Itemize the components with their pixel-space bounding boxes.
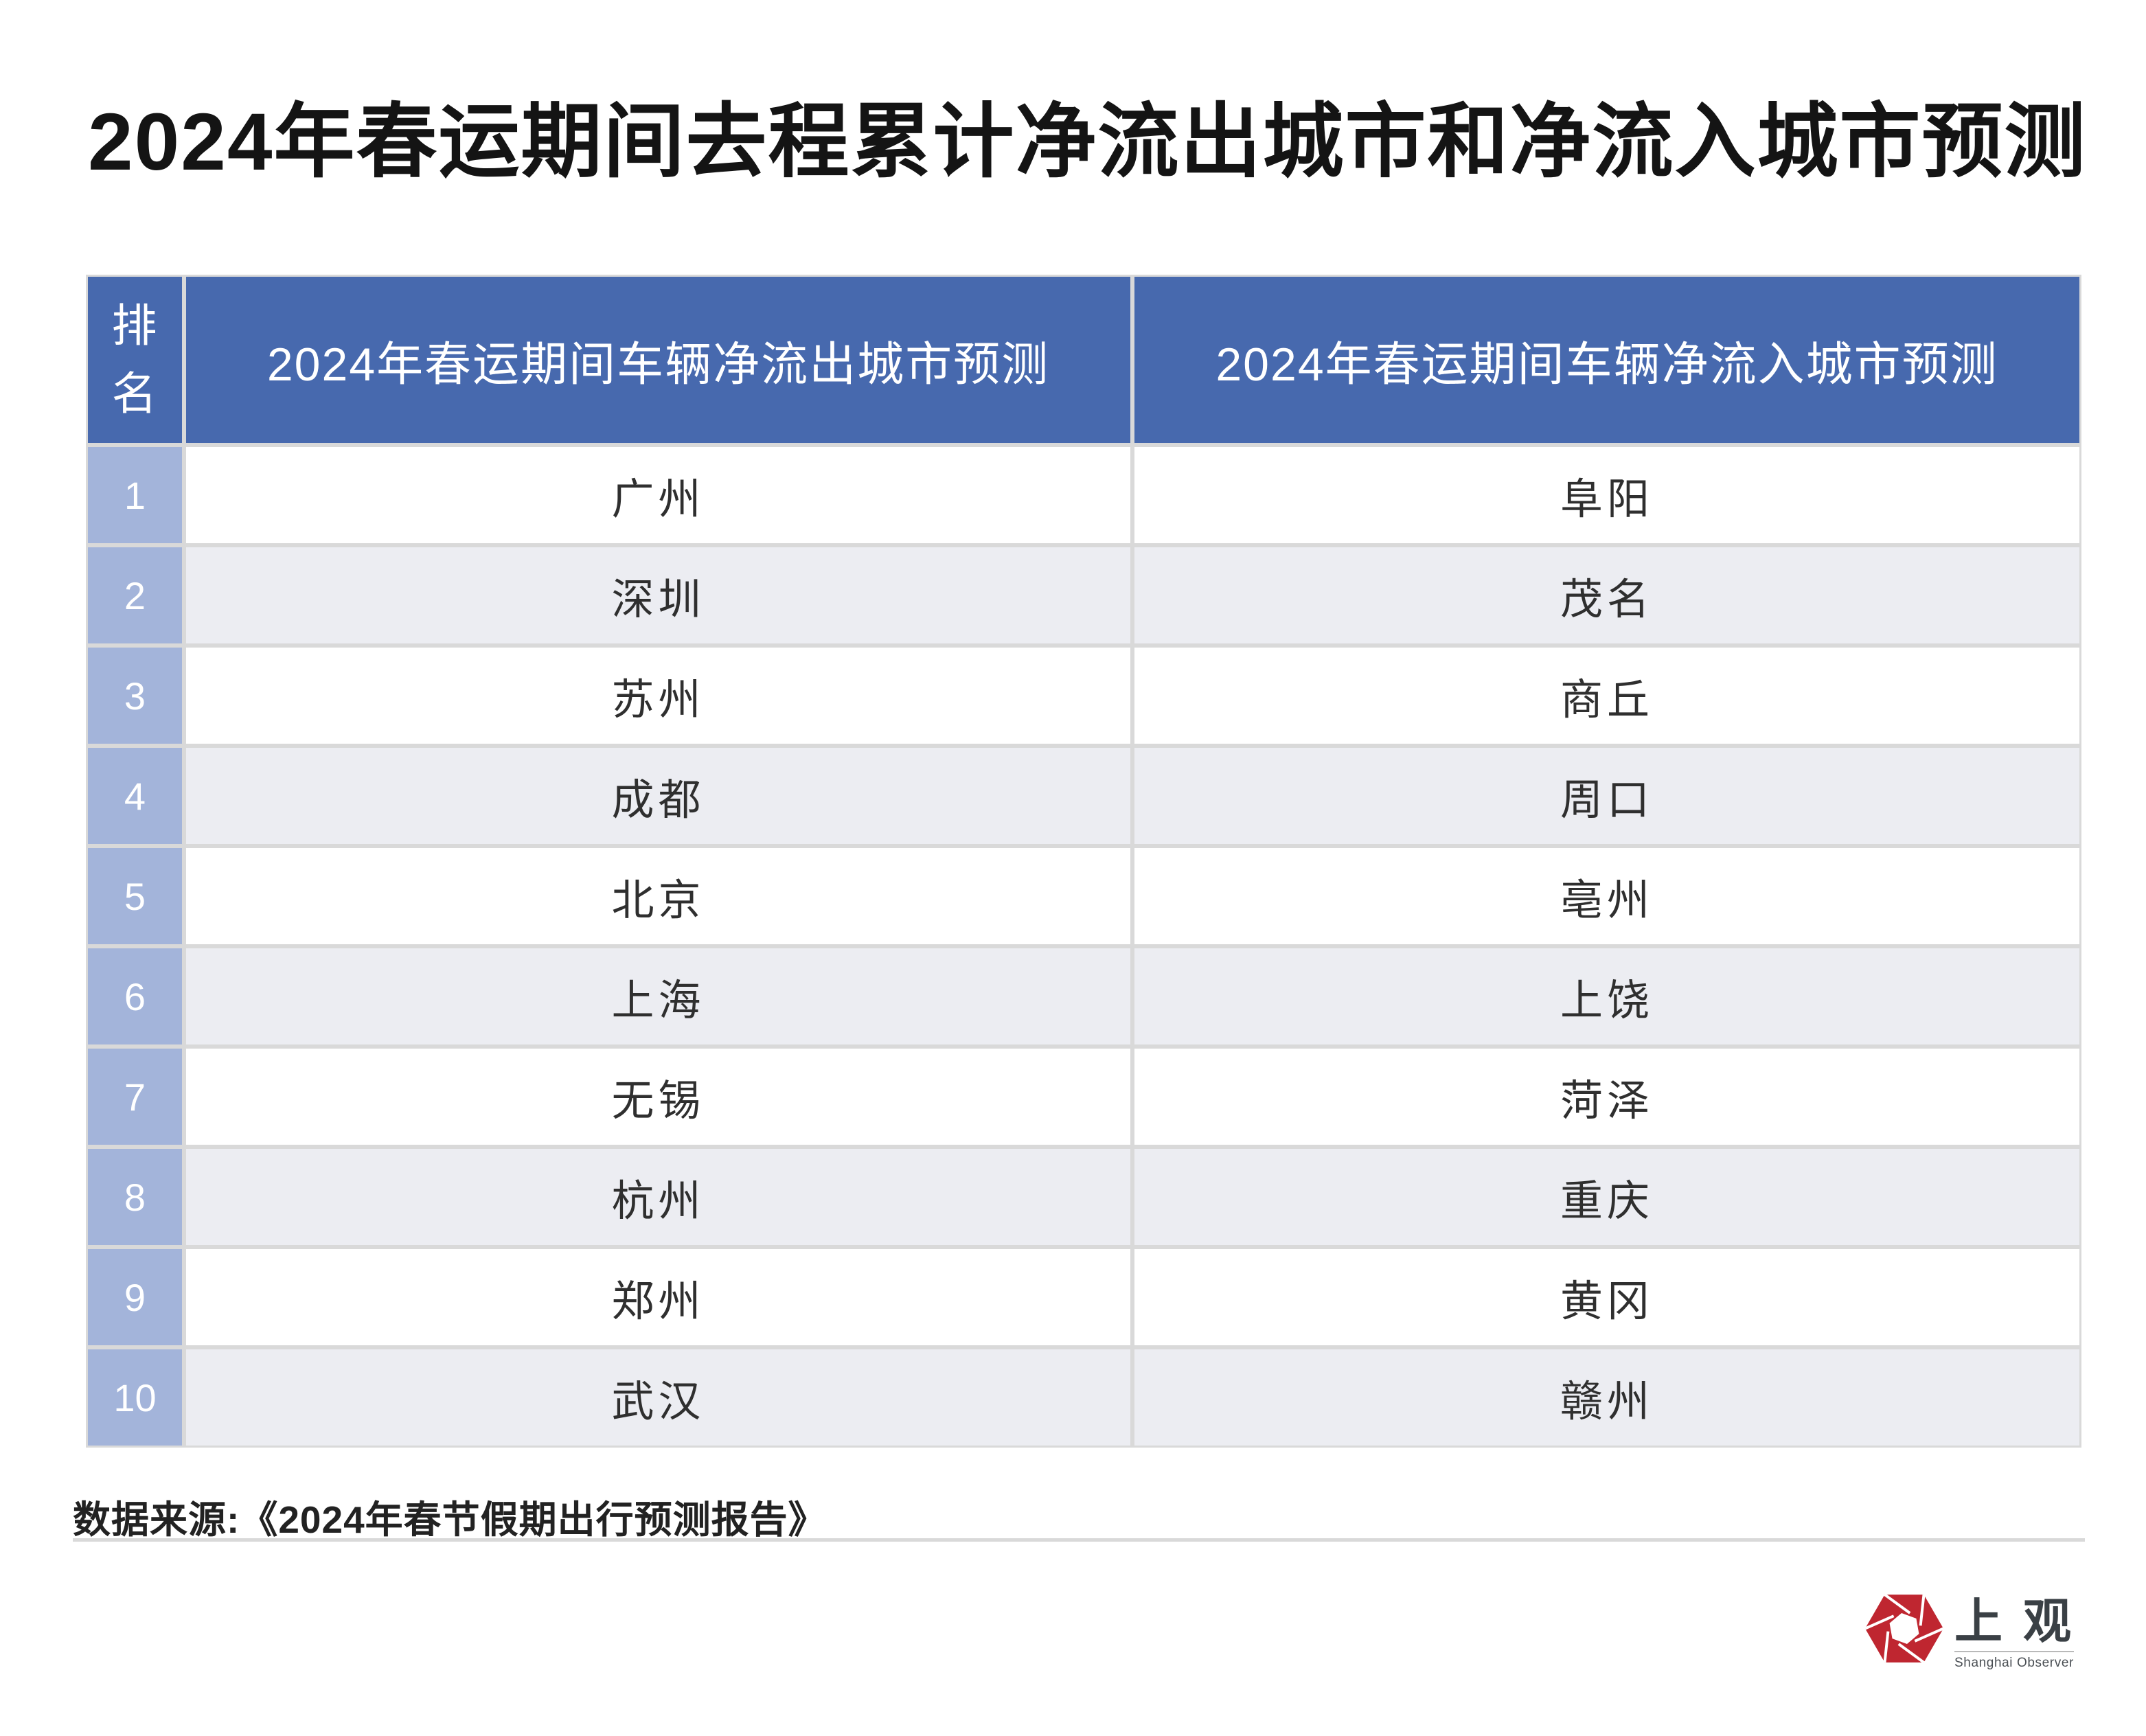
table-header-row: 排名 2024年春运期间车辆净流出城市预测 2024年春运期间车辆净流入城市预测 bbox=[86, 275, 2081, 445]
inflow-city-cell: 赣州 bbox=[1132, 1347, 2081, 1448]
inflow-column-header: 2024年春运期间车辆净流入城市预测 bbox=[1132, 275, 2081, 445]
outflow-city-cell: 郑州 bbox=[184, 1247, 1132, 1347]
table-row: 5 北京 亳州 bbox=[86, 846, 2081, 946]
table-row: 6 上海 上饶 bbox=[86, 946, 2081, 1047]
outflow-city-cell: 北京 bbox=[184, 846, 1132, 946]
footer-divider bbox=[73, 1538, 2085, 1542]
inflow-city-cell: 菏泽 bbox=[1132, 1047, 2081, 1147]
inflow-city-cell: 阜阳 bbox=[1132, 445, 2081, 545]
outflow-city-cell: 无锡 bbox=[184, 1047, 1132, 1147]
logo-name: 上观 bbox=[1954, 1595, 2092, 1648]
rank-cell: 9 bbox=[86, 1247, 184, 1347]
outflow-city-cell: 武汉 bbox=[184, 1347, 1132, 1448]
outflow-city-cell: 上海 bbox=[184, 946, 1132, 1047]
aperture-hexagon-icon bbox=[1865, 1595, 1943, 1663]
outflow-column-header: 2024年春运期间车辆净流出城市预测 bbox=[184, 275, 1132, 445]
rank-cell: 7 bbox=[86, 1047, 184, 1147]
outflow-city-cell: 杭州 bbox=[184, 1147, 1132, 1247]
rank-cell: 2 bbox=[86, 545, 184, 646]
table-row: 4 成都 周口 bbox=[86, 746, 2081, 846]
rank-cell: 10 bbox=[86, 1347, 184, 1448]
inflow-city-cell: 商丘 bbox=[1132, 646, 2081, 746]
rank-cell: 3 bbox=[86, 646, 184, 746]
inflow-city-cell: 周口 bbox=[1132, 746, 2081, 846]
table-row: 7 无锡 菏泽 bbox=[86, 1047, 2081, 1147]
table-row: 9 郑州 黄冈 bbox=[86, 1247, 2081, 1347]
outflow-city-cell: 成都 bbox=[184, 746, 1132, 846]
rank-cell: 4 bbox=[86, 746, 184, 846]
rank-cell: 1 bbox=[86, 445, 184, 545]
inflow-city-cell: 亳州 bbox=[1132, 846, 2081, 946]
table-row: 1 广州 阜阳 bbox=[86, 445, 2081, 545]
outflow-city-cell: 深圳 bbox=[184, 545, 1132, 646]
logo-text-block: 上观 Shanghai Observer bbox=[1954, 1595, 2092, 1671]
inflow-city-cell: 上饶 bbox=[1132, 946, 2081, 1047]
inflow-city-cell: 茂名 bbox=[1132, 545, 2081, 646]
page-title: 2024年春运期间去程累计净流出城市和净流入城市预测 bbox=[88, 97, 2087, 187]
rank-cell: 6 bbox=[86, 946, 184, 1047]
table-row: 2 深圳 茂名 bbox=[86, 545, 2081, 646]
table-row: 10 武汉 赣州 bbox=[86, 1347, 2081, 1448]
inflow-city-cell: 黄冈 bbox=[1132, 1247, 2081, 1347]
rank-cell: 5 bbox=[86, 846, 184, 946]
city-flow-ranking-table: 排名 2024年春运期间车辆净流出城市预测 2024年春运期间车辆净流入城市预测… bbox=[86, 275, 2081, 1448]
table-row: 3 苏州 商丘 bbox=[86, 646, 2081, 746]
rank-cell: 8 bbox=[86, 1147, 184, 1247]
logo-subtitle: Shanghai Observer bbox=[1954, 1656, 2074, 1670]
shanghai-observer-logo: 上观 Shanghai Observer bbox=[1865, 1595, 2092, 1671]
outflow-city-cell: 苏州 bbox=[184, 646, 1132, 746]
data-source-note: 数据来源:《2024年春节假期出行预测报告》 bbox=[73, 1498, 827, 1541]
inflow-city-cell: 重庆 bbox=[1132, 1147, 2081, 1247]
logo-rule bbox=[1954, 1651, 2074, 1652]
outflow-city-cell: 广州 bbox=[184, 445, 1132, 545]
table-row: 8 杭州 重庆 bbox=[86, 1147, 2081, 1247]
rank-column-header: 排名 bbox=[86, 275, 184, 445]
